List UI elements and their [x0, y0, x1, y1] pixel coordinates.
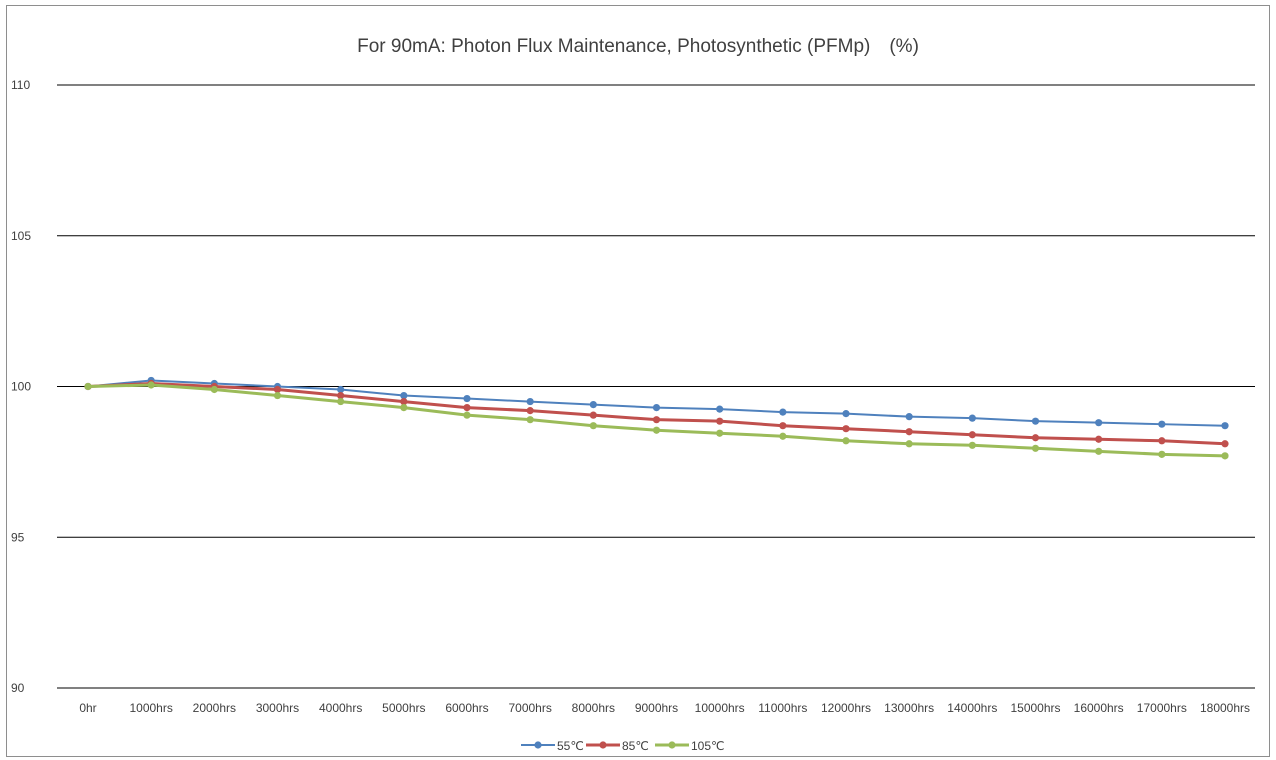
legend-marker [668, 741, 676, 749]
series-3 [84, 381, 1229, 460]
y-tick-label: 105 [11, 229, 31, 243]
data-point [716, 417, 724, 425]
data-point [1221, 452, 1229, 460]
data-point [968, 431, 976, 439]
data-point [337, 385, 345, 394]
series-lines [84, 376, 1229, 460]
data-point [842, 410, 850, 418]
data-point [1095, 419, 1103, 427]
x-tick-label: 0hr [79, 701, 96, 715]
data-point [337, 391, 345, 400]
data-point [526, 397, 534, 406]
x-tick-label: 18000hrs [1200, 701, 1250, 715]
data-point [1095, 435, 1103, 443]
x-axis-ticks: 0hr 1000hrs 2000hrs 3000hrs 4000hrs 5000hrs 60… [79, 701, 1250, 715]
x-tick-label: 15000hrs [1010, 701, 1060, 715]
data-point [1031, 444, 1040, 452]
data-point [526, 416, 534, 424]
data-point [400, 397, 408, 406]
x-tick-label: 2000hrs [193, 701, 236, 715]
legend-label: 85℃ [622, 739, 649, 753]
data-point [779, 432, 787, 440]
chart-title: For 90mA: Photon Flux Maintenance, Photo… [357, 36, 919, 57]
data-point [589, 422, 597, 430]
legend-marker [599, 741, 607, 749]
data-point [842, 425, 850, 433]
data-point [779, 422, 787, 430]
data-point [589, 411, 597, 419]
y-tick-label: 110 [11, 78, 30, 92]
legend-label: 105℃ [691, 739, 725, 753]
data-point [968, 441, 976, 449]
data-point [652, 404, 661, 412]
data-point [905, 413, 913, 421]
data-point [147, 381, 155, 389]
data-point [210, 385, 218, 394]
x-tick-label: 16000hrs [1074, 701, 1124, 715]
data-point [716, 429, 724, 437]
data-point [84, 382, 92, 391]
data-point [463, 394, 471, 403]
x-tick-label: 5000hrs [382, 701, 425, 715]
data-point [1031, 434, 1040, 442]
x-tick-label: 4000hrs [319, 701, 362, 715]
y-tick-label: 100 [11, 380, 31, 394]
legend-item: 105℃ [655, 739, 725, 753]
x-tick-label: 1000hrs [129, 701, 172, 715]
data-point [652, 426, 661, 434]
legend-item: 85℃ [586, 739, 649, 753]
x-tick-label: 17000hrs [1137, 701, 1187, 715]
data-point [589, 400, 597, 409]
data-point [1221, 422, 1229, 430]
x-tick-label: 10000hrs [695, 701, 745, 715]
data-point [273, 385, 282, 394]
data-point [842, 437, 850, 445]
legend: 55℃ 85℃ 105℃ [521, 739, 725, 753]
data-point [1158, 420, 1166, 428]
data-point [1221, 440, 1229, 448]
x-tick-label: 14000hrs [947, 701, 997, 715]
data-point [652, 416, 661, 424]
x-tick-label: 8000hrs [572, 701, 615, 715]
data-point [905, 440, 913, 448]
series-2 [84, 379, 1229, 448]
legend-item: 55℃ [521, 739, 584, 753]
data-point [716, 405, 724, 413]
data-point [968, 414, 976, 422]
data-point [463, 404, 471, 412]
y-tick-label: 95 [11, 530, 25, 544]
data-point [905, 428, 913, 436]
data-point [400, 391, 408, 400]
x-tick-label: 13000hrs [884, 701, 934, 715]
data-point [463, 411, 471, 419]
data-point [1158, 437, 1166, 445]
data-point [1158, 450, 1166, 458]
x-tick-label: 9000hrs [635, 701, 678, 715]
data-point [779, 408, 787, 416]
data-point [1031, 417, 1040, 425]
x-tick-label: 6000hrs [445, 701, 488, 715]
y-axis-ticks: 90 95 100 105 110 [11, 78, 31, 695]
legend-marker [534, 741, 542, 749]
x-tick-label: 12000hrs [821, 701, 871, 715]
data-point [526, 407, 534, 415]
x-tick-label: 3000hrs [256, 701, 299, 715]
legend-label: 55℃ [557, 739, 584, 753]
data-point [400, 404, 408, 412]
data-point [1095, 447, 1103, 455]
data-point [337, 397, 345, 406]
x-tick-label: 7000hrs [508, 701, 551, 715]
y-tick-label: 90 [11, 681, 25, 695]
data-point [273, 391, 282, 400]
x-tick-label: 11000hrs [758, 701, 807, 715]
